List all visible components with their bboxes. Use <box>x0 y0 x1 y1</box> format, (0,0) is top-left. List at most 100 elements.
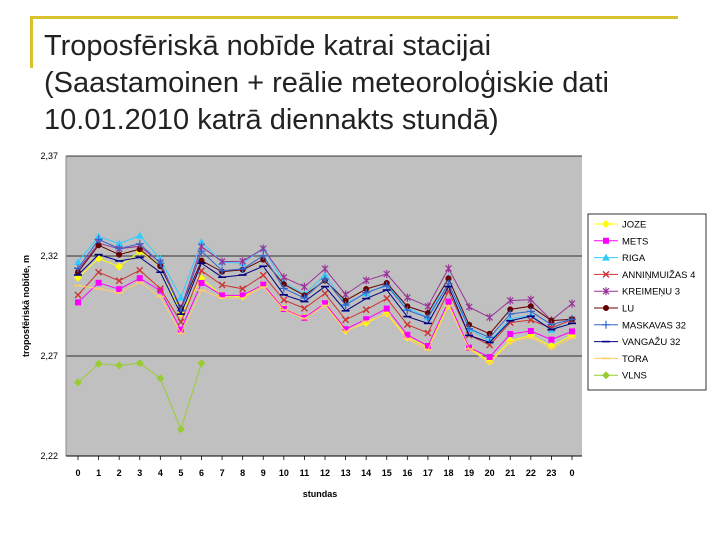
data-point <box>198 257 205 264</box>
x-tick-label: 1 <box>96 468 101 478</box>
y-axis-tick-labels: 2,22 2,27 2,32 2,37 <box>40 151 58 461</box>
legend-marker <box>603 237 609 244</box>
data-point <box>300 304 308 312</box>
data-point <box>197 247 206 256</box>
data-point <box>136 275 143 282</box>
legend-marker <box>602 320 610 329</box>
data-point <box>218 281 226 289</box>
legend-item: VANGAŽU 32 <box>594 337 680 348</box>
legend-label: TORA <box>622 354 649 365</box>
data-point <box>341 301 350 309</box>
data-point <box>219 292 226 299</box>
data-point <box>238 265 247 273</box>
x-tick-label: 8 <box>240 468 245 478</box>
x-tick-label: 9 <box>261 468 266 478</box>
legend-label: ANNIŅMUIŽAS 4 <box>622 270 695 281</box>
data-point <box>382 281 391 290</box>
legend-label: MASKAVAS 32 <box>622 320 686 331</box>
legend-marker <box>603 305 609 311</box>
data-point <box>280 273 288 282</box>
data-point <box>115 361 124 370</box>
data-point <box>362 288 371 297</box>
data-point <box>115 277 123 285</box>
data-point <box>177 318 185 326</box>
legend-item: ANNIŅMUIŽAS 4 <box>594 270 695 281</box>
legend-marker <box>602 287 610 296</box>
y-tick-label: 2,22 <box>40 451 58 461</box>
data-point <box>569 328 575 335</box>
legend-marker <box>602 220 610 228</box>
data-point <box>176 425 185 434</box>
data-point <box>239 257 247 266</box>
legend-label: RIGA <box>622 253 646 264</box>
data-point <box>342 297 349 304</box>
x-tick-label: 0 <box>75 468 80 478</box>
data-point <box>135 239 144 248</box>
data-point <box>259 271 267 279</box>
data-point <box>547 320 556 329</box>
x-tick-label: 23 <box>546 468 556 478</box>
y-tick-label: 2,32 <box>40 251 58 261</box>
x-tick-label: 21 <box>505 468 515 478</box>
data-point <box>568 299 576 308</box>
x-tick-label: 20 <box>485 468 495 478</box>
data-point <box>362 306 370 314</box>
data-point <box>301 314 308 321</box>
data-point <box>445 275 452 282</box>
legend-marker <box>602 270 610 278</box>
data-point <box>239 285 247 293</box>
data-point <box>342 290 350 299</box>
x-tick-label: 5 <box>178 468 183 478</box>
data-point <box>116 286 123 293</box>
x-tick-label: 10 <box>279 468 289 478</box>
legend-item: MASKAVAS 32 <box>594 320 686 331</box>
x-tick-label: 19 <box>464 468 474 478</box>
x-tick-label: 2 <box>117 468 122 478</box>
legend-item: VLNS <box>594 371 647 382</box>
data-point <box>507 331 514 337</box>
data-point <box>74 291 82 299</box>
data-point <box>383 305 390 312</box>
data-point <box>135 231 144 239</box>
data-point <box>259 244 267 253</box>
legend-marker <box>602 371 610 380</box>
title-accent-rule-top <box>30 16 678 19</box>
data-point <box>404 331 411 338</box>
x-tick-label: 13 <box>341 468 351 478</box>
data-point <box>526 307 535 316</box>
data-point <box>322 300 328 307</box>
data-point <box>135 359 144 368</box>
data-point <box>486 313 494 322</box>
data-point <box>115 239 124 247</box>
data-point <box>383 294 391 302</box>
x-tick-label: 18 <box>443 468 453 478</box>
data-point <box>465 303 473 311</box>
data-point <box>218 257 226 266</box>
series-vanga-u-32 <box>74 253 576 344</box>
legend-label: VANGAŽU 32 <box>622 337 680 348</box>
x-tick-label: 17 <box>423 468 433 478</box>
data-point <box>445 264 452 273</box>
data-point <box>95 242 102 249</box>
data-point <box>156 259 165 268</box>
data-point <box>424 343 431 349</box>
x-axis-label: stundas <box>303 489 338 499</box>
x-axis-tick-labels: 0 1 2 3 4 5 6 7 8 9 10 11 12 13 14 15 16 17 18 19 20 21 22 23 0 <box>75 456 575 478</box>
data-point <box>176 293 185 301</box>
legend-item: TORA <box>594 354 649 365</box>
data-point <box>403 293 411 302</box>
data-point <box>74 264 82 273</box>
x-tick-label: 14 <box>361 468 371 478</box>
data-point <box>342 316 350 324</box>
data-point <box>239 292 246 299</box>
data-point <box>95 268 103 276</box>
data-point <box>280 296 288 304</box>
y-axis-label: troposfēriskā nobīde, m <box>21 255 31 357</box>
data-point <box>383 270 391 278</box>
data-point <box>486 354 493 360</box>
data-point <box>403 306 412 315</box>
data-point <box>280 306 287 312</box>
y-tick-label: 2,27 <box>40 351 58 361</box>
y-tick-label: 2,37 <box>40 151 58 161</box>
data-point <box>527 303 534 310</box>
